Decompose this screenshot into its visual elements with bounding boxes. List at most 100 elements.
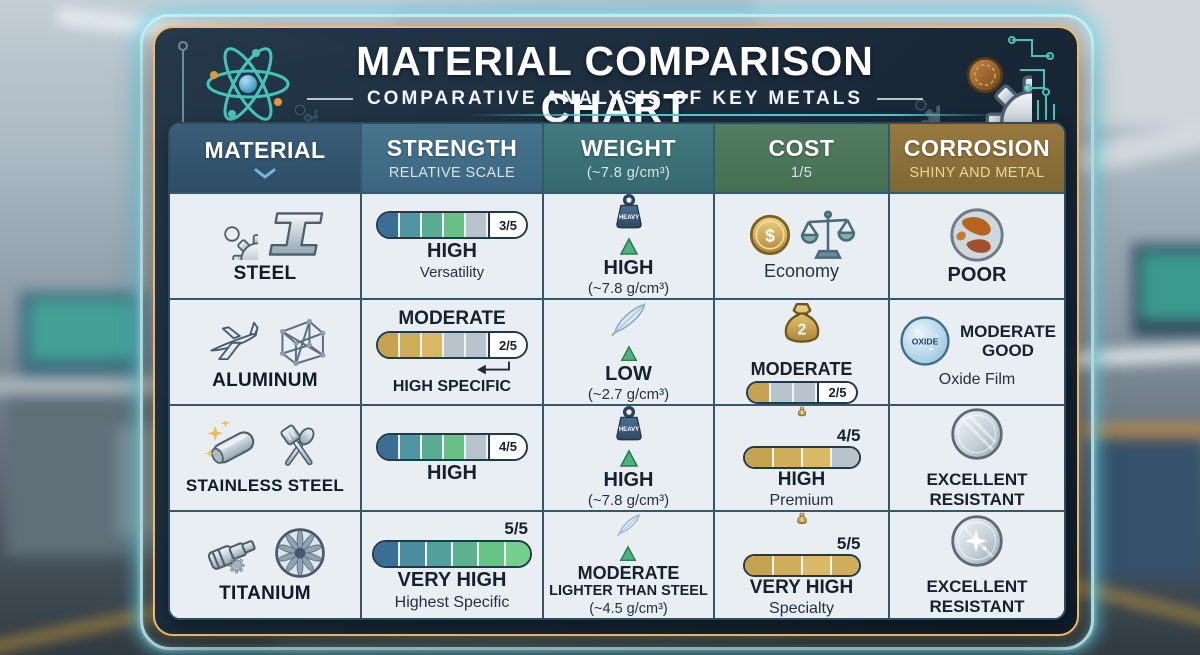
- svg-text:$: $: [765, 226, 775, 246]
- money-bag-icon: $: [796, 512, 807, 524]
- cyan-glow-frame: [140, 14, 1094, 650]
- weight-sub: (~2.7 g/cm³): [587, 386, 670, 403]
- atom-icon: [206, 47, 290, 121]
- cell-stainless-corrosion: EXCELLENT RESISTANT: [890, 406, 1064, 512]
- weight-sub2: (~4.5 g/cm³): [589, 600, 668, 617]
- triangle-up-icon: [620, 345, 637, 362]
- corrosion-line2: GOOD: [982, 341, 1034, 361]
- strength-top: MODERATE: [398, 308, 506, 330]
- triangle-up-icon: [620, 544, 637, 561]
- truss-cube-icon: [279, 318, 326, 366]
- cost-score: 5/5: [836, 533, 861, 553]
- feather-icon: [616, 514, 640, 537]
- column-header-material: MATERIAL: [170, 124, 362, 194]
- weight-sub: (~7.8 g/cm³): [587, 492, 670, 509]
- strength-level: HIGH: [427, 461, 477, 484]
- column-header-weight: WEIGHT (~7.8 g/cm³): [544, 124, 715, 194]
- triangle-up-icon: [619, 449, 638, 467]
- pipe-icon: [205, 420, 255, 464]
- corrosion-sub: Oxide Film: [938, 371, 1016, 389]
- cost-bar: [742, 553, 861, 577]
- svg-text:HEAVY: HEAVY: [618, 427, 638, 433]
- corrosion-level: POOR: [947, 263, 1007, 286]
- strength-level: HIGH: [427, 240, 477, 262]
- cell-steel-cost: $ Economy: [715, 194, 890, 300]
- strength-bar: 4/5: [376, 432, 528, 461]
- column-header-cost: COST 1/5: [715, 124, 890, 194]
- svg-text:OXIDE: OXIDE: [912, 337, 939, 347]
- balance-scale-icon: [800, 210, 855, 260]
- corrosion-line1: MODERATE: [959, 321, 1056, 341]
- small-gear-outline-icon: [294, 104, 318, 128]
- cost-sub: Specialty: [769, 599, 834, 617]
- cell-titanium-weight: MODERATE LIGHTER THAN STEEL (~4.5 g/cm³): [544, 512, 715, 618]
- corrosion-line1: EXCELLENT: [926, 470, 1028, 490]
- cell-stainless-material: STAINLESS STEEL: [170, 406, 362, 512]
- cell-titanium-strength: 5/5 VERY HIGH Highest Specific: [362, 512, 544, 618]
- cell-steel-strength: 3/5 HIGH Versatility: [362, 194, 544, 300]
- material-label: STAINLESS STEEL: [185, 475, 345, 495]
- heavy-weight-icon: HEAVY: [615, 194, 642, 229]
- strength-bar: [372, 539, 532, 568]
- dollar-coin-icon: $: [749, 215, 790, 256]
- material-label: TITANIUM: [219, 582, 311, 604]
- weight-level: HIGH: [603, 469, 654, 491]
- strength-sub: Versatility: [419, 264, 485, 281]
- corrosion-line2: RESISTANT: [929, 490, 1025, 509]
- cell-stainless-strength: 4/5 HIGH: [362, 406, 544, 512]
- cell-stainless-weight: HEAVY HIGH (~7.8 g/cm³): [544, 406, 715, 512]
- arrow-left-icon: [477, 361, 510, 375]
- corrosion-line2: RESISTANT: [929, 597, 1025, 616]
- cell-steel-material: STEEL: [170, 194, 362, 300]
- cell-stainless-cost: $ 4/5 HIGH Premium: [715, 406, 890, 512]
- cost-sub: Premium: [769, 491, 834, 509]
- shiny-metal-disc-icon: [951, 515, 1003, 568]
- cell-aluminum-cost: 2 MODERATE 2/5: [715, 300, 890, 406]
- cell-titanium-corrosion: EXCELLENT RESISTANT: [890, 512, 1064, 618]
- airplane-icon: [210, 321, 259, 360]
- svg-text:$: $: [800, 518, 803, 523]
- weight-level: HIGH: [603, 257, 654, 279]
- i-beam-icon: [268, 211, 324, 256]
- big-gear-icon: [966, 56, 1032, 122]
- subtitle-dash-right: [877, 98, 924, 100]
- score-chip: 2/5: [817, 382, 856, 402]
- cell-titanium-cost: $ 5/5 VERY HIGH Specialty: [715, 512, 890, 618]
- weight-sub: (~7.8 g/cm³): [587, 280, 670, 297]
- cutlery-icon: [280, 424, 315, 466]
- money-bag-icon: $: [797, 406, 806, 417]
- page-title: MATERIAL COMPARISON CHART: [356, 38, 874, 131]
- money-bag-icon: 2: [784, 303, 819, 343]
- metal-disc-icon: [951, 408, 1003, 461]
- cost-bar: [742, 445, 861, 469]
- corrosion-line1: EXCELLENT: [926, 577, 1028, 597]
- small-gear-icon: [915, 99, 940, 124]
- rust-disc-icon: [950, 207, 1004, 262]
- cell-titanium-material: TITANIUM: [170, 512, 362, 618]
- svg-text:HEAVY: HEAVY: [618, 215, 638, 221]
- svg-text:$: $: [800, 411, 803, 415]
- cost-score: 4/5: [836, 425, 861, 445]
- subtitle-dash-left: [306, 98, 353, 100]
- score-chip: 3/5: [488, 213, 526, 237]
- material-label: ALUMINUM: [212, 369, 318, 391]
- page-subtitle: COMPARATIVE ANALYSIS OF KEY METALS: [366, 88, 864, 109]
- cell-aluminum-material: ALUMINUM: [170, 300, 362, 406]
- cell-steel-weight: HEAVY HIGH (~7.8 g/cm³): [544, 194, 715, 300]
- oxide-disc-icon: OXIDE: [900, 316, 950, 366]
- strength-level: VERY HIGH: [397, 568, 507, 591]
- turbine-shaft-icon: [207, 539, 256, 573]
- strength-sub: Highest Specific: [394, 593, 510, 611]
- turbofan-icon: [275, 527, 325, 578]
- cost-bar: 2/5: [745, 380, 858, 404]
- weight-sub: LIGHTER THAN STEEL: [549, 583, 708, 600]
- cell-steel-corrosion: POOR: [890, 194, 1064, 300]
- strength-bar: 2/5: [376, 331, 528, 360]
- svg-text:2: 2: [797, 322, 806, 339]
- cell-aluminum-weight: LOW (~2.7 g/cm³): [544, 300, 715, 406]
- cell-aluminum-strength: MODERATE 2/5 HIGH SPECIFIC: [362, 300, 544, 406]
- chevron-down-icon: [254, 168, 276, 179]
- triangle-up-icon: [619, 237, 638, 255]
- cost-level: Economy: [763, 261, 840, 282]
